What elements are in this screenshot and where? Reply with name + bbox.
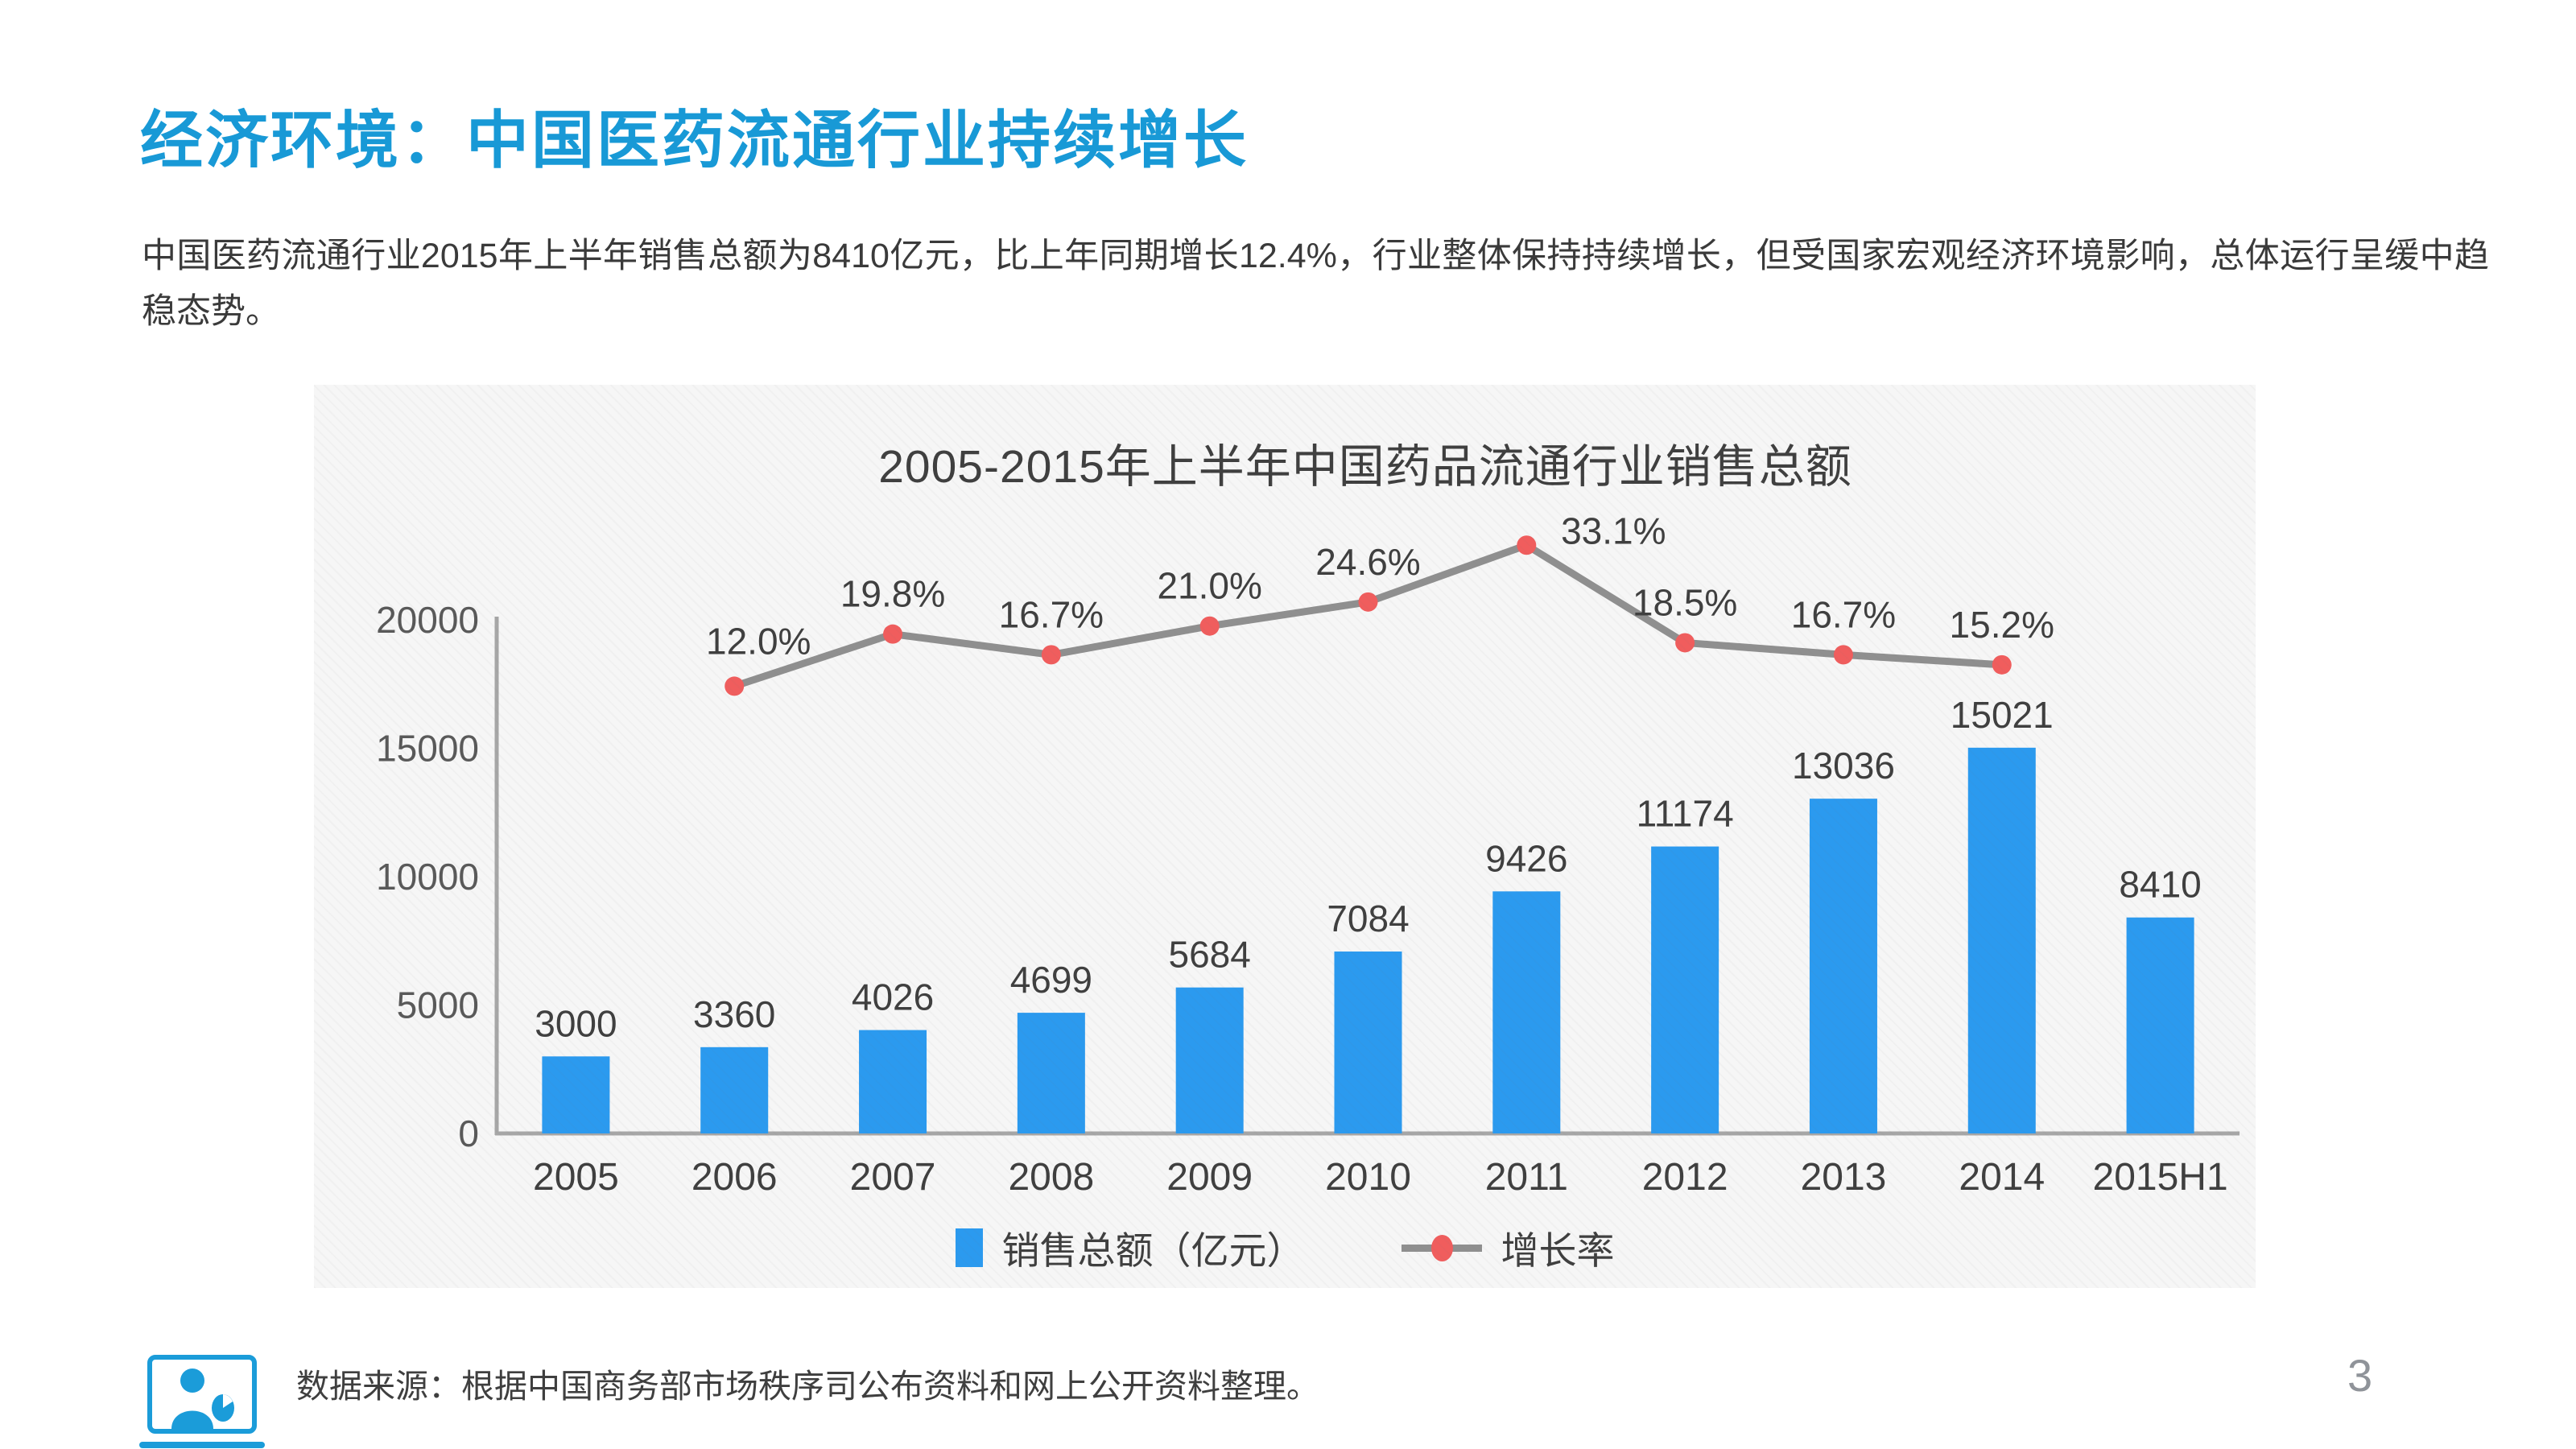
growth-point-2010 [1358,592,1378,612]
legend-label-sales: 销售总额（亿元） [1001,1229,1305,1272]
x-tick-label-2014: 2014 [1959,1156,2045,1199]
y-tick-label-20000: 20000 [376,599,479,641]
growth-point-2007 [883,624,903,644]
x-tick-label-2013: 2013 [1801,1156,1887,1199]
bar-2011 [1492,891,1561,1133]
growth-label-2011: 33.1% [1561,510,1666,551]
growth-point-2008 [1041,645,1061,665]
y-tick-label-10000: 10000 [376,856,479,898]
source-note: 数据来源：根据中国商务部市场秩序司公布资料和网上公开资料整理。 [296,1368,1319,1405]
chart-panel: 2005-2015年上半年中国药品流通行业销售总额 0 5000 10000 1500… [314,385,2256,1288]
bar-value-label-2007: 4026 [852,976,934,1018]
page-title: 经济环境：中国医药流通行业持续增长 [140,105,1249,175]
bar-2005 [542,1056,610,1133]
growth-point-2009 [1199,616,1220,636]
growth-point-2013 [1833,645,1853,665]
growth-point-2006 [724,676,745,696]
x-tick-label-2007: 2007 [850,1156,936,1199]
bar-2006 [700,1046,769,1133]
bar-value-label-2011: 9426 [1485,837,1567,879]
legend-item-sales: 销售总额（亿元） [955,1220,1305,1275]
x-tick-label-2012: 2012 [1642,1156,1728,1199]
growth-label-2014: 15.2% [1950,604,2054,646]
presenter-icon-base [139,1442,265,1448]
bar-2014 [1967,747,2036,1133]
growth-label-2008: 16.7% [999,593,1104,635]
bar-2012 [1651,846,1719,1133]
bar-value-label-2005: 3000 [535,1002,617,1044]
x-tick-label-2008: 2008 [1008,1156,1094,1199]
growth-label-2006: 12.0% [706,620,811,662]
growth-point-2014 [1992,654,2012,675]
x-tick-label-2010: 2010 [1325,1156,1411,1199]
bar-value-label-2006: 3360 [693,993,775,1035]
legend-label-growth: 增长率 [1501,1229,1615,1272]
growth-label-2007: 19.8% [840,573,945,615]
bar-2015H1 [2126,917,2194,1133]
bar-value-label-2014: 15021 [1951,694,2054,736]
bar-value-label-2010: 7084 [1327,898,1409,939]
bar-2010 [1334,952,1402,1133]
y-tick-label-15000: 15000 [376,728,479,770]
growth-point-2012 [1675,633,1695,653]
legend-item-growth: 增长率 [1401,1220,1615,1275]
bar-2009 [1175,987,1244,1133]
growth-line-marker-icon [1401,1228,1482,1267]
growth-marker-dot [1430,1234,1453,1261]
presenter-chart-icon [147,1355,257,1434]
page-number: 3 [2347,1350,2373,1401]
y-tick-label-5000: 5000 [397,985,479,1026]
bar-value-label-2012: 11174 [1637,793,1734,835]
growth-label-2012: 18.5% [1633,581,1737,623]
chart-legend: 销售总额（亿元） 增长率 [314,1220,2256,1275]
bar-2007 [859,1030,927,1133]
sales-swatch-icon [955,1228,983,1267]
x-tick-label-2015H1: 2015H1 [2093,1156,2228,1199]
bar-value-label-2009: 5684 [1169,934,1251,976]
bar-2008 [1017,1013,1085,1133]
x-tick-label-2005: 2005 [533,1156,619,1199]
growth-label-2013: 16.7% [1791,593,1896,635]
body-paragraph: 中国医药流通行业2015年上半年销售总额为8410亿元，比上年同期增长12.4%… [142,237,2489,331]
bar-value-label-2008: 4699 [1010,959,1092,1001]
growth-label-2010: 24.6% [1315,541,1420,583]
x-tick-label-2011: 2011 [1485,1156,1568,1199]
chart-title: 2005-2015年上半年中国药品流通行业销售总额 [878,441,1852,493]
growth-label-2009: 21.0% [1157,565,1261,607]
x-tick-label-2009: 2009 [1166,1156,1253,1199]
bar-2013 [1809,799,1877,1133]
combo-chart: 0 5000 10000 15000 20000 3000 3360 4026 4699 5684… [376,510,2240,1199]
bar-value-label-2013: 13036 [1792,745,1895,786]
growth-point-2011 [1517,535,1537,555]
y-tick-label-0: 0 [458,1113,479,1154]
bar-value-label-2015H1: 8410 [2119,864,2201,906]
x-tick-label-2006: 2006 [691,1156,778,1199]
